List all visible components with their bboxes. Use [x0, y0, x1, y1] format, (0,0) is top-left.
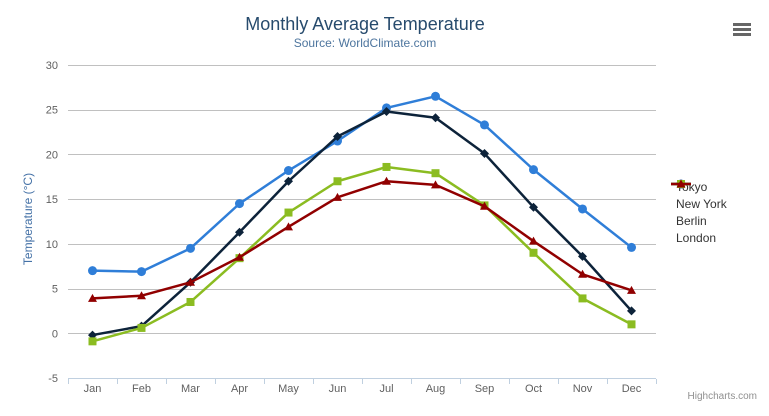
x-axis-label: Jul	[379, 383, 393, 395]
data-point-marker[interactable]	[676, 179, 686, 188]
data-point-marker[interactable]	[235, 199, 244, 209]
y-axis-label: 25	[46, 105, 58, 117]
data-point-marker[interactable]	[529, 236, 538, 245]
series-new-york[interactable]	[88, 107, 636, 340]
y-axis-label: 20	[46, 149, 58, 161]
y-axis-title: Temperature (°C)	[21, 172, 35, 266]
y-axis-label: 5	[52, 284, 58, 296]
data-point-marker[interactable]	[186, 243, 195, 253]
data-point-marker[interactable]	[88, 293, 97, 302]
data-point-marker[interactable]	[480, 149, 489, 159]
x-axis-label: Aug	[426, 383, 446, 395]
legend: Tokyo New York Berlin London	[671, 178, 727, 246]
series-line[interactable]	[91, 165, 633, 343]
data-point-marker[interactable]	[284, 176, 293, 186]
data-point-marker[interactable]	[529, 202, 538, 212]
data-point-marker[interactable]	[431, 113, 440, 123]
data-point-marker[interactable]	[480, 201, 489, 210]
data-point-marker[interactable]	[88, 337, 97, 346]
data-point-marker[interactable]	[480, 120, 489, 130]
data-point-marker[interactable]	[235, 252, 244, 261]
highcharts-credit[interactable]: Highcharts.com	[687, 391, 757, 402]
series-line[interactable]	[91, 110, 633, 337]
data-point-marker[interactable]	[431, 180, 440, 189]
x-axis-label: Feb	[132, 383, 151, 395]
x-axis-label: Jan	[84, 383, 102, 395]
data-point-marker[interactable]	[137, 267, 146, 277]
x-axis-label: Dec	[622, 383, 642, 395]
triangle-legend-marker-icon	[671, 179, 691, 188]
series-line[interactable]	[91, 95, 633, 273]
chart-title: Monthly Average Temperature	[245, 14, 485, 34]
legend-label: Berlin	[676, 213, 707, 228]
x-axis-label: Mar	[181, 383, 200, 395]
x-axis-label: Apr	[231, 383, 248, 395]
data-point-marker[interactable]	[578, 251, 587, 261]
data-point-marker[interactable]	[284, 166, 293, 176]
data-point-marker[interactable]	[333, 192, 342, 201]
data-point-marker[interactable]	[235, 227, 244, 237]
x-axis-label: Jun	[329, 383, 347, 395]
data-point-marker[interactable]	[627, 320, 636, 329]
y-axis-label: -5	[48, 373, 58, 385]
data-point-marker[interactable]	[333, 177, 342, 186]
data-point-marker[interactable]	[529, 248, 538, 257]
legend-label: New York	[676, 196, 727, 211]
data-point-marker[interactable]	[382, 107, 391, 117]
y-axis-label: 10	[46, 239, 58, 251]
export-menu-button[interactable]	[729, 18, 755, 40]
data-point-marker[interactable]	[382, 162, 391, 171]
data-point-marker[interactable]	[382, 176, 391, 185]
legend-item-berlin[interactable]: Berlin	[671, 180, 727, 229]
x-axis-label: Oct	[525, 383, 542, 395]
legend-label: London	[676, 230, 717, 245]
legend-item-london[interactable]: London	[671, 179, 727, 246]
x-axis-label: Sep	[475, 383, 495, 395]
series-tokyo[interactable]	[88, 91, 636, 277]
data-point-marker[interactable]	[88, 330, 97, 340]
data-point-marker[interactable]	[431, 169, 440, 178]
data-point-marker[interactable]	[284, 208, 293, 217]
chart-subtitle: Source: WorldClimate.com	[293, 36, 437, 50]
data-point-marker[interactable]	[333, 132, 342, 142]
data-point-marker[interactable]	[578, 204, 587, 214]
y-axis-label: 15	[46, 194, 58, 206]
data-point-marker[interactable]	[431, 91, 440, 101]
data-point-marker[interactable]	[627, 242, 636, 252]
y-axis-label: 30	[46, 60, 58, 72]
legend-item-new-york[interactable]: New York	[671, 179, 727, 212]
y-axis-label: 0	[52, 328, 58, 340]
data-point-marker[interactable]	[578, 269, 587, 278]
hamburger-icon	[733, 22, 751, 36]
data-point-marker[interactable]	[578, 294, 587, 303]
x-axis-label: May	[278, 383, 299, 395]
data-point-marker[interactable]	[529, 165, 538, 175]
series-london[interactable]	[88, 176, 636, 302]
data-point-marker[interactable]	[88, 266, 97, 276]
data-point-marker[interactable]	[627, 285, 636, 294]
series-line[interactable]	[91, 180, 633, 300]
x-axis-label: Nov	[573, 383, 593, 395]
data-point-marker[interactable]	[284, 222, 293, 231]
data-point-marker[interactable]	[627, 306, 636, 316]
data-point-marker[interactable]	[137, 323, 146, 332]
data-point-marker[interactable]	[137, 291, 146, 300]
data-point-marker[interactable]	[186, 297, 195, 306]
data-point-marker[interactable]	[186, 277, 195, 286]
